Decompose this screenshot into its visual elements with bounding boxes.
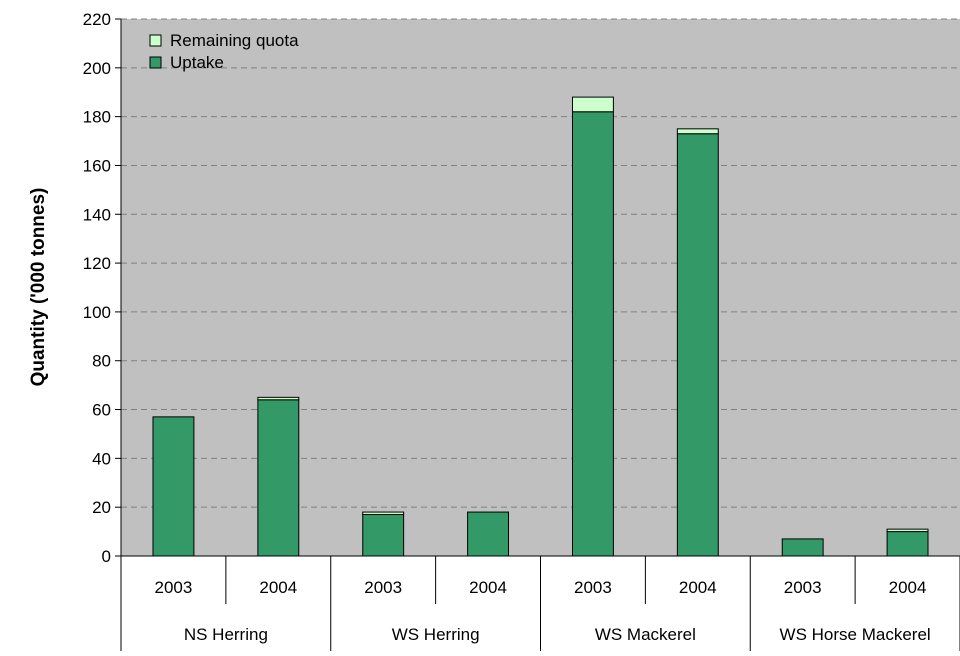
bar-uptake [886,531,929,557]
x-tick-label: 2004 [469,578,507,597]
legend-swatch [149,56,162,69]
y-tick-label: 120 [83,254,111,273]
bar-uptake [676,133,719,557]
y-tick-label: 60 [92,401,111,420]
legend-label: Remaining quota [170,31,299,50]
legend: Remaining quota Uptake [149,31,299,72]
y-tick-label: 20 [92,498,111,517]
x-tick-label: 2003 [574,578,612,597]
y-axis-label: Quantity ('000 tonnes) [28,188,49,387]
x-group-label: WS Herring [392,625,480,644]
x-tick-label: 2004 [259,578,297,597]
y-tick-label: 40 [92,449,111,468]
x-tick-label: 2003 [364,578,402,597]
y-tick-label: 140 [83,205,111,224]
plot-area [121,19,960,556]
y-axis-ticks: 0 20 40 60 80 100 120 140 160 180 200 220 [83,10,121,566]
y-tick-label: 200 [83,59,111,78]
bar-uptake [571,111,614,557]
x-tick-label: 2004 [679,578,717,597]
bar-remaining-quota [886,528,929,533]
x-axis: 2003 2004 2003 2004 2003 2004 2003 2004 NS Herri… [120,555,960,651]
y-tick-label: 100 [83,303,111,322]
x-group-label: WS Mackerel [595,625,696,644]
y-tick-label: 80 [92,352,111,371]
legend-label: Uptake [170,53,224,72]
x-tick-label: 2004 [889,578,927,597]
y-tick-label: 220 [83,10,111,29]
x-tick-label: 2003 [784,578,822,597]
bar-uptake [152,416,195,557]
x-tick-label: 2003 [155,578,193,597]
bar-uptake [257,399,300,557]
bar-remaining-quota [257,396,300,401]
legend-swatch [149,34,162,47]
y-tick-label: 160 [83,156,111,175]
bars [152,96,929,557]
bar-uptake [781,538,824,557]
bar-uptake [467,511,510,557]
x-group-label: NS Herring [184,625,268,644]
bar-remaining-quota [571,96,614,113]
bar-remaining-quota [362,511,405,516]
y-tick-label: 180 [83,108,111,127]
x-group-label: WS Horse Mackerel [780,625,931,644]
bar-uptake [362,514,405,557]
y-tick-label: 0 [102,547,111,566]
bar-remaining-quota [676,128,719,135]
